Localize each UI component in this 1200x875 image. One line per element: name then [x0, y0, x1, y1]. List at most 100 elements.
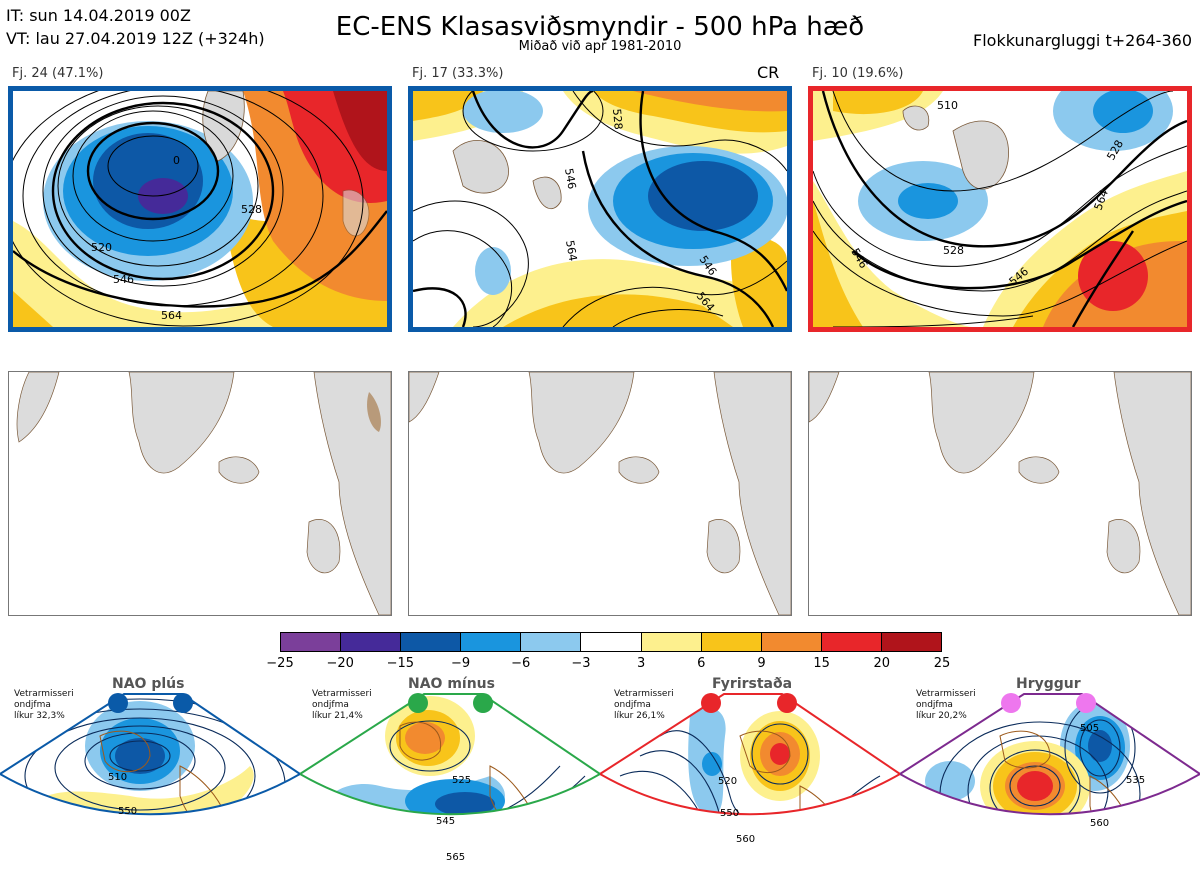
regime-blocking-contour-520: 520	[718, 776, 737, 787]
regime-nao-minus-text-3: líkur 21,4%	[312, 711, 363, 721]
regime-blocking-text-3: líkur 26,1%	[614, 711, 665, 721]
regime-blocking-title: Fyrirstaða	[712, 676, 793, 692]
colorbar-tick-label: −20	[326, 656, 354, 671]
colorbar-tick-label: 25	[933, 656, 951, 671]
colorbar-swatch	[700, 633, 761, 651]
regime-ridge: 505 535 560	[898, 676, 1200, 871]
regime-blocking-contour-560: 560	[736, 834, 755, 845]
regime-nao-plus-dot-2	[173, 693, 193, 713]
regime-ridge-contour-505: 505	[1080, 723, 1099, 734]
regime-ridge-title: Hryggur	[1016, 676, 1081, 692]
regime-nao-minus: 525 545 565	[298, 676, 602, 871]
regime-blocking-dot-1	[701, 693, 721, 713]
regime-ridge-graphic: 505 535 560	[898, 693, 1200, 829]
colorbar-tick-label: −25	[266, 656, 294, 671]
regime-blocking-text: Vetrarmisseri ondjfma líkur 26,1%	[614, 689, 674, 722]
empty-map-2-graphic	[409, 372, 791, 615]
colorbar-swatch	[520, 633, 581, 651]
regime-blocking-text-2: ondjfma	[614, 700, 651, 710]
page-subtitle: Miðað við apr 1981-2010	[518, 39, 682, 54]
colorbar-swatch	[281, 633, 341, 651]
colorbar-tick-label: 15	[813, 656, 830, 671]
regime-blocking: 520 550 560	[598, 676, 902, 871]
cluster-1-contour-546: 546	[113, 273, 134, 286]
regime-blocking-graphic: 520 550 560	[598, 693, 902, 845]
cluster-map-1-graphic: 0 520 528 546 564	[13, 91, 387, 327]
regime-ridge-text-3: líkur 20,2%	[916, 711, 967, 721]
cluster-2-contour-564: 564	[563, 239, 579, 262]
colorbar-swatch	[760, 633, 821, 651]
empty-map-3-graphic	[809, 372, 1191, 615]
regime-nao-minus-text-1: Vetrarmisseri	[312, 689, 372, 699]
colorbar-tick-label: −15	[386, 656, 415, 671]
regime-nao-plus-dot-1	[108, 693, 128, 713]
regime-nao-minus-dot-2	[473, 693, 493, 713]
colorbar-tick-label: 6	[697, 656, 706, 671]
regime-nao-plus-graphic: 510 550	[0, 693, 302, 817]
empty-map-1	[8, 371, 392, 616]
cluster-2-badge: CR	[757, 63, 780, 82]
colorbar-swatch	[340, 633, 401, 651]
regime-nao-plus-contour-510: 510	[108, 772, 127, 783]
regime-ridge-text-2: ondjfma	[916, 700, 953, 710]
cluster-map-3: 510 528 546 564 546 528	[808, 86, 1192, 332]
regime-nao-minus-text-2: ondjfma	[312, 700, 349, 710]
regime-nao-plus: 510 550	[0, 676, 302, 871]
regime-nao-plus-contour-550: 550	[118, 806, 137, 817]
cluster-3-label: Fj. 10 (19.6%)	[812, 66, 904, 81]
regime-nao-minus-dot-1	[408, 693, 428, 713]
regime-nao-plus-text-2: ondjfma	[14, 700, 51, 710]
cluster-2-label: Fj. 17 (33.3%)	[412, 66, 504, 81]
regime-nao-plus-text-1: Vetrarmisseri	[14, 689, 74, 699]
empty-map-2	[408, 371, 792, 616]
regime-nao-plus-text: Vetrarmisseri ondjfma líkur 32,3%	[14, 689, 74, 722]
colorbar-swatch	[580, 633, 641, 651]
cluster-1-contour-520: 520	[91, 241, 112, 254]
regime-nao-plus-title: NAO plús	[112, 676, 185, 692]
regime-blocking-contour-550: 550	[720, 808, 739, 819]
colorbar-tick-label: 9	[757, 656, 766, 671]
cluster-map-2-graphic: 546 528 564 546 564	[413, 91, 787, 327]
regime-ridge-dot-2	[1076, 693, 1096, 713]
cluster-map-1: 0 520 528 546 564	[8, 86, 392, 332]
colorbar-swatch	[640, 633, 701, 651]
regime-blocking-text-1: Vetrarmisseri	[614, 689, 674, 699]
page-title: EC-ENS Klasasviðsmyndir - 500 hPa hæð	[335, 12, 865, 42]
regime-ridge-text-1: Vetrarmisseri	[916, 689, 976, 699]
colorbar-tick-label: 3	[636, 656, 646, 671]
colorbar-tick-label: −9	[450, 656, 471, 671]
colorbar-swatch	[880, 633, 942, 651]
colorbar	[280, 632, 942, 652]
regime-ridge-text: Vetrarmisseri ondjfma líkur 20,2%	[916, 689, 976, 722]
cluster-2-contour-546: 546	[562, 167, 578, 190]
colorbar-swatch	[820, 633, 881, 651]
regime-nao-minus-contour-545: 545	[436, 816, 455, 827]
cluster-1-contour-0: 0	[173, 154, 180, 167]
colorbar-swatch	[460, 633, 521, 651]
regime-blocking-dot-2	[777, 693, 797, 713]
cluster-1-contour-528: 528	[241, 203, 262, 216]
regime-nao-minus-title: NAO mínus	[408, 676, 495, 692]
cluster-map-2: 546 528 564 546 564	[408, 86, 792, 332]
cluster-2-contour-528: 528	[610, 108, 625, 130]
colorbar-swatch	[400, 633, 461, 651]
regime-nao-minus-text: Vetrarmisseri ondjfma líkur 21,4%	[312, 689, 372, 722]
cluster-3-contour-510: 510	[937, 99, 958, 112]
cluster-3-contour-528: 528	[943, 244, 964, 257]
initial-time: IT: sun 14.04.2019 00Z	[6, 6, 191, 25]
empty-map-3	[808, 371, 1192, 616]
valid-time: VT: lau 27.04.2019 12Z (+324h)	[6, 29, 265, 48]
regime-nao-plus-text-3: líkur 32,3%	[14, 711, 65, 721]
colorbar-tick-label: −3	[571, 656, 591, 671]
cluster-1-contour-564: 564	[161, 309, 182, 322]
regime-ridge-contour-560: 560	[1090, 818, 1109, 829]
cluster-map-3-graphic: 510 528 546 564 546 528	[813, 91, 1187, 327]
regime-ridge-dot-1	[1001, 693, 1021, 713]
regime-ridge-contour-535: 535	[1126, 775, 1145, 786]
cluster-1-label: Fj. 24 (47.1%)	[12, 66, 104, 81]
empty-map-1-graphic	[16, 372, 391, 615]
regime-nao-minus-contour-525: 525	[452, 775, 471, 786]
colorbar-tick-label: −6	[511, 656, 531, 671]
colorbar-tick-label: 20	[873, 656, 891, 671]
regime-nao-minus-graphic: 525 545 565	[298, 693, 602, 863]
